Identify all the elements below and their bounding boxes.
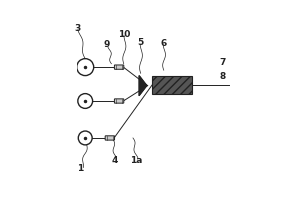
Bar <box>152 76 192 94</box>
FancyBboxPatch shape <box>114 65 124 69</box>
Text: 9: 9 <box>103 40 110 49</box>
Text: 7: 7 <box>219 58 226 67</box>
Polygon shape <box>139 76 147 96</box>
Text: 8: 8 <box>219 72 225 81</box>
Text: 6: 6 <box>160 39 167 48</box>
Text: 1a: 1a <box>130 156 142 165</box>
Text: 10: 10 <box>118 30 130 39</box>
Text: 1: 1 <box>77 164 84 173</box>
FancyBboxPatch shape <box>105 136 115 140</box>
FancyBboxPatch shape <box>114 99 124 103</box>
Text: 3: 3 <box>74 24 81 33</box>
Text: 4: 4 <box>111 156 118 165</box>
Text: 5: 5 <box>137 38 144 47</box>
